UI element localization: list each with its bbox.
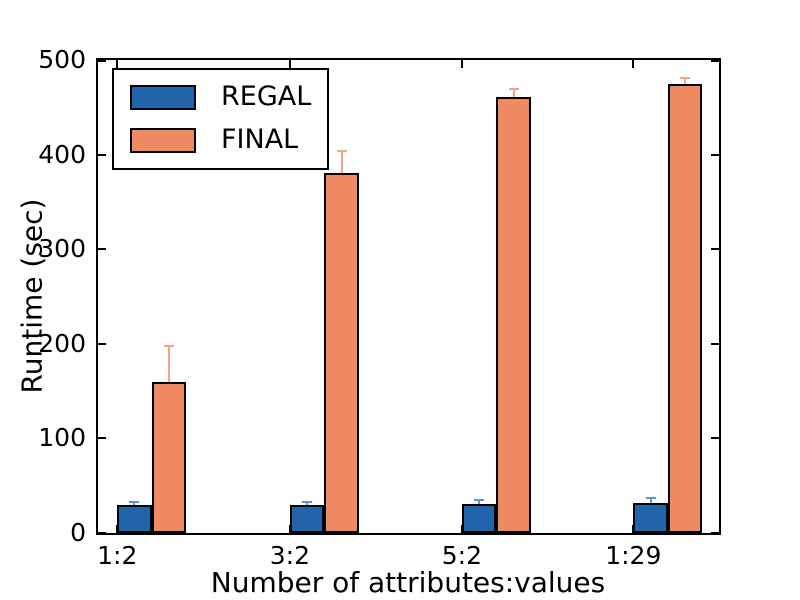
- legend: REGAL FINAL: [112, 68, 330, 170]
- legend-label-final: FINAL: [221, 124, 299, 156]
- y-tick-mark-left: [98, 153, 106, 156]
- x-tick-label: 3:2: [269, 541, 310, 570]
- x-tick-mark-top: [116, 60, 119, 68]
- error-bar-regal-0: [133, 501, 136, 505]
- legend-patch-final: [130, 128, 196, 154]
- x-tick-label: 5:2: [441, 541, 482, 570]
- y-tick-label: 100: [38, 423, 86, 453]
- error-cap-final-1: [336, 149, 347, 152]
- error-bar-final-1: [340, 150, 343, 173]
- bar-regal-0: [117, 504, 152, 533]
- legend-entry-final: FINAL: [130, 124, 311, 156]
- error-bar-final-3: [684, 77, 686, 84]
- x-axis-label: Number of attributes:values: [210, 566, 606, 599]
- y-tick-mark-right: [711, 532, 719, 534]
- x-tick-mark-top: [632, 60, 635, 68]
- y-tick-mark-right: [711, 153, 719, 156]
- y-tick-mark-right: [711, 248, 719, 251]
- y-tick-mark-right: [711, 342, 719, 345]
- bar-regal-2: [461, 503, 497, 533]
- y-tick-label: 0: [70, 518, 86, 547]
- bar-regal-1: [289, 504, 325, 533]
- y-tick-mark-right: [711, 60, 719, 62]
- x-tick-label: 1:2: [97, 541, 138, 570]
- legend-entry-regal: REGAL: [130, 81, 312, 112]
- error-cap-regal-0: [129, 500, 140, 503]
- bar-final-3: [667, 83, 703, 533]
- error-bar-final-2: [512, 89, 515, 97]
- x-tick-mark-top: [460, 60, 463, 68]
- y-tick-mark-left: [98, 342, 106, 345]
- error-cap-final-0: [163, 344, 174, 347]
- x-tick-label: 1:29: [605, 541, 662, 570]
- legend-label-regal: REGAL: [221, 81, 312, 112]
- error-bar-regal-1: [306, 501, 309, 505]
- plot-area: REGAL FINAL: [96, 58, 721, 535]
- legend-patch-regal: [130, 84, 196, 110]
- y-axis-label: Runtime (sec): [15, 198, 49, 394]
- y-tick-mark-left: [98, 532, 106, 534]
- y-tick-mark-left: [98, 248, 106, 251]
- error-cap-regal-2: [474, 498, 485, 501]
- bar-final-2: [496, 96, 531, 533]
- x-tick-mark-top: [288, 60, 291, 68]
- y-tick-mark-left: [98, 437, 106, 440]
- error-cap-final-2: [508, 88, 519, 91]
- error-bar-final-0: [167, 345, 170, 382]
- bar-final-1: [324, 172, 359, 533]
- y-tick-label: 400: [38, 139, 86, 169]
- error-cap-final-3: [680, 76, 690, 79]
- bar-regal-3: [633, 502, 668, 533]
- error-cap-regal-1: [302, 500, 313, 503]
- error-bar-regal-2: [478, 499, 481, 504]
- bar-final-0: [151, 381, 187, 533]
- y-tick-label: 500: [38, 45, 86, 74]
- error-cap-regal-3: [645, 497, 656, 499]
- error-bar-regal-3: [649, 498, 652, 503]
- y-tick-mark-right: [711, 437, 719, 440]
- y-tick-mark-left: [98, 60, 106, 62]
- y-tick-label: 300: [38, 234, 86, 264]
- y-tick-label: 200: [38, 328, 86, 358]
